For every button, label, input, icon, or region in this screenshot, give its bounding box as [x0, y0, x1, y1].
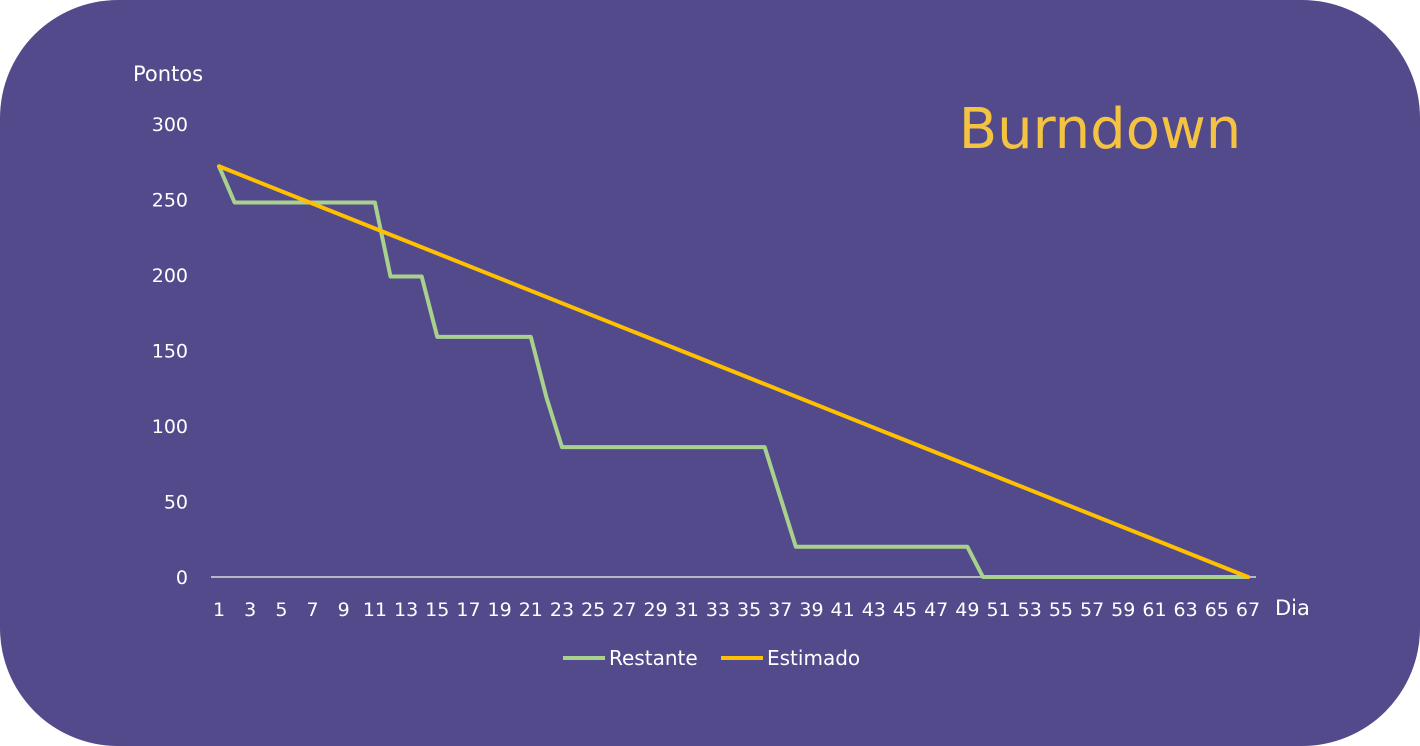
x-tick-label: 53 [1018, 599, 1042, 621]
y-tick-label: 100 [152, 416, 188, 438]
y-tick-labels: 0 50 100 150 200 250 300 [152, 114, 188, 589]
x-tick-label: 37 [768, 599, 792, 621]
y-tick-label: 150 [152, 341, 188, 363]
x-tick-label: 55 [1049, 599, 1073, 621]
y-tick-label: 250 [152, 190, 188, 212]
x-tick-label: 49 [955, 599, 979, 621]
x-tick-label: 51 [986, 599, 1010, 621]
y-tick-label: 0 [176, 567, 188, 589]
x-tick-label: 11 [363, 599, 387, 621]
legend-label-restante: Restante [609, 646, 698, 670]
x-tick-label: 61 [1142, 599, 1166, 621]
x-axis-title: Dia [1275, 596, 1310, 620]
x-tick-label: 63 [1174, 599, 1198, 621]
series-line-restante [217, 164, 1250, 579]
x-tick-label: 39 [799, 599, 823, 621]
y-tick-label: 300 [152, 114, 188, 136]
x-tick-label: 35 [737, 599, 761, 621]
x-tick-label: 25 [581, 599, 605, 621]
x-tick-label: 43 [862, 599, 886, 621]
x-tick-label: 13 [394, 599, 418, 621]
x-tick-label: 23 [550, 599, 574, 621]
x-tick-label: 45 [893, 599, 917, 621]
x-tick-label: 17 [456, 599, 480, 621]
series-line-estimado [217, 164, 1250, 579]
x-tick-label: 1 [213, 599, 225, 621]
x-tick-label: 41 [831, 599, 855, 621]
x-tick-label: 47 [924, 599, 948, 621]
x-tick-label: 29 [643, 599, 667, 621]
legend-label-estimado: Estimado [767, 646, 860, 670]
y-axis-title: Pontos [133, 62, 203, 86]
x-tick-label: 57 [1080, 599, 1104, 621]
series-layer [217, 164, 1250, 579]
y-tick-label: 50 [164, 492, 188, 514]
x-tick-label: 5 [275, 599, 287, 621]
legend: Restante Estimado [563, 646, 860, 670]
x-tick-label: 9 [338, 599, 350, 621]
x-tick-label: 27 [612, 599, 636, 621]
x-tick-label: 59 [1111, 599, 1135, 621]
x-tick-label: 33 [706, 599, 730, 621]
x-tick-labels: 1 3 5 7 9 11 13 15 17 19 21 23 25 27 29 31 33 35 37 39 41 43 4… [213, 599, 1260, 621]
x-tick-label: 65 [1205, 599, 1229, 621]
x-tick-label: 15 [425, 599, 449, 621]
chart-title: Burndown [959, 97, 1242, 162]
x-tick-label: 21 [519, 599, 543, 621]
x-tick-label: 7 [306, 599, 318, 621]
x-tick-label: 19 [488, 599, 512, 621]
y-tick-label: 200 [152, 265, 188, 287]
x-tick-label: 67 [1236, 599, 1260, 621]
x-tick-label: 31 [675, 599, 699, 621]
x-tick-label: 3 [244, 599, 256, 621]
